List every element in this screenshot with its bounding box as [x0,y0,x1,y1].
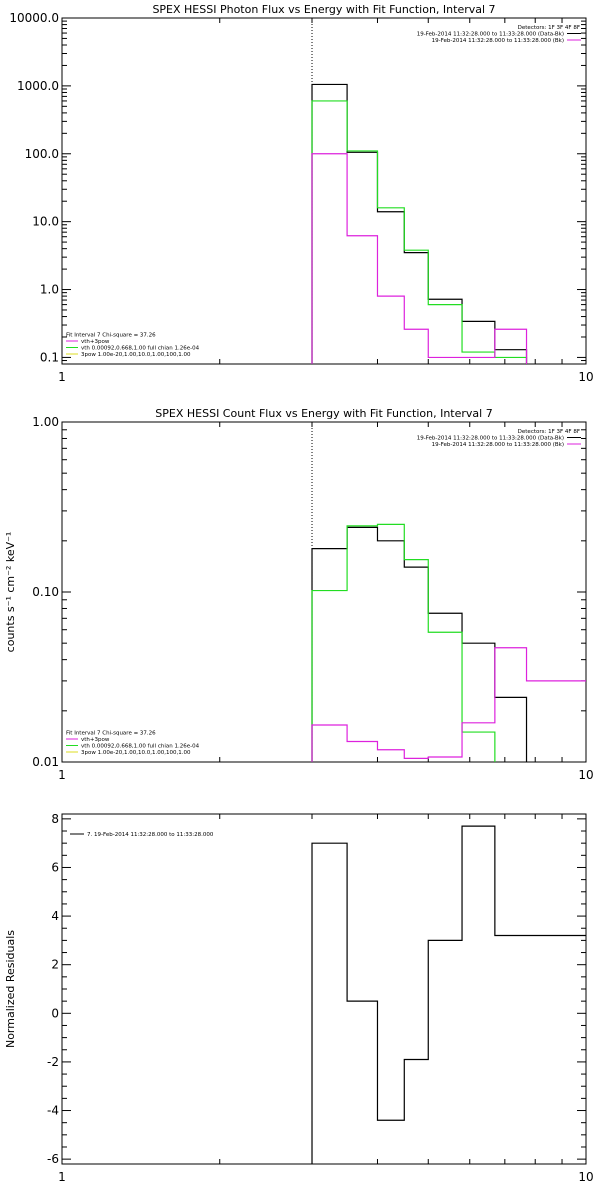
legend-entry: Fit Interval 7 Chi-square = 37.26 [66,731,156,737]
legend-entry: 19-Feb-2014 11:32:28.000 to 11:33:28.000… [432,38,564,44]
y-tick-label: 10000.0 [9,11,59,25]
chart-panel-2: SPEX HESSI Count Flux vs Energy with Fit… [4,407,594,782]
legend-entry: 19-Feb-2014 11:32:28.000 to 11:33:28.000… [432,442,564,448]
chart-title: SPEX HESSI Photon Flux vs Energy with Fi… [152,3,495,16]
series-line-2 [311,523,496,762]
y-tick-label: 0.1 [40,350,59,364]
y-tick-label: 1.0 [40,283,59,297]
y-tick-label: -6 [47,1152,59,1166]
series-line-1 [311,825,586,1164]
y-tick-label: -2 [47,1055,59,1069]
legend-entry: 19-Feb-2014 11:32:28.000 to 11:33:28.000… [417,32,564,38]
y-axis-label: counts s⁻¹ cm⁻² keV⁻¹ [4,532,17,653]
y-tick-label: 8 [51,812,59,826]
x-tick-label: 1 [58,1170,66,1184]
y-tick-label: 0 [51,1006,59,1020]
legend-entry: Detectors: 1F 3F 4F 8F [518,25,580,31]
series-group [311,523,586,762]
y-tick-label: 1000.0 [17,79,59,93]
y-axis-label: Normalized Residuals [4,930,17,1048]
axis-frame [61,17,587,365]
y-tick-label: -4 [47,1104,59,1118]
legend-entry: 19-Feb-2014 11:32:28.000 to 11:33:28.000… [417,436,564,442]
y-tick-label: 1.00 [32,415,59,429]
series-line-3 [311,647,586,762]
x-tick-label: 10 [578,768,593,782]
y-tick-label: 4 [51,909,59,923]
y-tick-label: 0.10 [32,585,59,599]
y-tick-label: 0.01 [32,755,59,769]
legend-entry: 3pow 1.00e-20,1.00,10.0,1.00,100,1.00 [81,750,191,756]
y-tick-label: 100.0 [25,147,59,161]
legend-entry: 3pow 1.00e-20,1.00,10.0,1.00,100,1.00 [81,352,191,358]
x-tick-label: 10 [578,1170,593,1184]
x-tick-label: 1 [58,768,66,782]
legend-entry: Detectors: 1F 3F 4F 8F [518,429,580,435]
legend-entry: vth+3pow [81,737,110,743]
x-tick-label: 1 [58,370,66,384]
y-tick-label: 6 [51,860,59,874]
legend-entry: vth 0.00092,0.668,1.00 full chian 1.26e-… [81,744,200,750]
series-line-3 [311,153,528,364]
legend-entry: 7. 19-Feb-2014 11:32:28.000 to 11:33:28.… [87,832,214,838]
legend-entry: vth 0.00092,0.668,1.00 full chian 1.26e-… [81,346,200,352]
x-tick-label: 10 [578,370,593,384]
chart-panel-3: Normalized Residuals 1 10 -6 -4 -2 0 2 4 6 8 7. 19-… [4,812,594,1184]
series-group [311,83,528,364]
series-group [311,825,586,1164]
chart-panel-1: SPEX HESSI Photon Flux vs Energy with Fi… [9,3,593,384]
legend-entry: vth+3pow [81,339,110,345]
y-tick-label: 10.0 [32,215,59,229]
y-tick-label: 2 [51,958,59,972]
chart-title: SPEX HESSI Count Flux vs Energy with Fit… [155,407,492,420]
legend-entry: Fit Interval 7 Chi-square = 37.26 [66,333,156,339]
